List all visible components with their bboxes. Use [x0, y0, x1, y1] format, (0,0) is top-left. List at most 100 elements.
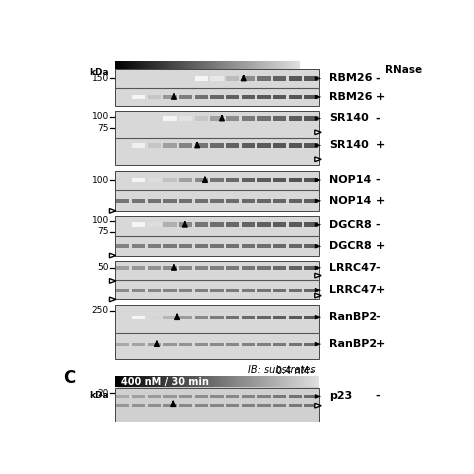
Bar [257, 178, 271, 182]
Bar [153, 376, 154, 387]
Bar [164, 266, 176, 270]
Bar [148, 178, 161, 182]
Bar [204, 376, 205, 387]
Bar [246, 376, 247, 387]
Bar [148, 199, 161, 203]
Bar [179, 266, 192, 270]
Bar [124, 61, 126, 69]
Bar [278, 61, 280, 69]
Bar [285, 376, 287, 387]
Bar [257, 95, 271, 99]
Bar [242, 143, 255, 148]
Bar [210, 316, 224, 319]
Bar [310, 376, 311, 387]
Bar [179, 289, 192, 292]
Text: SR140: SR140 [329, 140, 369, 150]
Bar [188, 61, 189, 69]
Bar [215, 61, 216, 69]
Bar [260, 61, 261, 69]
Text: RanBP2: RanBP2 [329, 312, 377, 322]
Bar [241, 376, 243, 387]
Bar [164, 316, 176, 319]
Bar [257, 266, 271, 270]
Bar [269, 61, 270, 69]
Bar [288, 61, 289, 69]
Bar [230, 376, 232, 387]
Bar [136, 61, 137, 69]
Bar [273, 95, 286, 99]
Bar [119, 376, 120, 387]
Text: RBM26: RBM26 [329, 92, 373, 102]
Bar [253, 61, 254, 69]
Bar [289, 245, 302, 248]
Bar [226, 343, 239, 346]
Bar [205, 61, 207, 69]
Text: -: - [310, 365, 314, 376]
Bar [273, 376, 274, 387]
Bar [223, 376, 225, 387]
Bar [197, 376, 198, 387]
Bar [179, 316, 192, 319]
Bar [304, 76, 318, 81]
Polygon shape [109, 253, 116, 258]
Bar [289, 61, 290, 69]
Polygon shape [315, 342, 321, 346]
Bar [246, 61, 247, 69]
Bar [115, 111, 319, 164]
Bar [208, 61, 210, 69]
Bar [210, 178, 224, 182]
Bar [264, 376, 265, 387]
Polygon shape [109, 209, 116, 213]
Bar [250, 61, 251, 69]
Bar [226, 289, 239, 292]
Bar [146, 376, 147, 387]
Bar [137, 376, 139, 387]
Bar [148, 245, 161, 248]
Bar [292, 376, 294, 387]
Bar [116, 61, 117, 69]
Bar [176, 376, 178, 387]
Bar [145, 61, 146, 69]
Bar [182, 376, 184, 387]
Bar [195, 199, 208, 203]
Bar [115, 376, 117, 387]
Bar [212, 61, 213, 69]
Polygon shape [109, 279, 116, 283]
Bar [116, 266, 129, 270]
Bar [117, 61, 118, 69]
Bar [148, 95, 161, 99]
Bar [132, 404, 145, 407]
Bar [132, 266, 145, 270]
Bar [287, 376, 289, 387]
Bar [211, 61, 212, 69]
Bar [157, 61, 159, 69]
Bar [300, 376, 301, 387]
Bar [153, 61, 154, 69]
Bar [139, 61, 140, 69]
Bar [231, 376, 233, 387]
Bar [164, 289, 176, 292]
Bar [195, 143, 208, 148]
Bar [220, 61, 221, 69]
Bar [164, 343, 176, 346]
Bar [119, 61, 120, 69]
Bar [226, 143, 239, 148]
Polygon shape [315, 76, 321, 81]
Bar [233, 376, 235, 387]
Bar [309, 376, 310, 387]
Bar [255, 376, 256, 387]
Bar [200, 61, 201, 69]
Bar [185, 61, 186, 69]
Bar [115, 111, 319, 164]
Bar [125, 61, 127, 69]
Bar [173, 376, 174, 387]
Bar [275, 376, 276, 387]
Bar [304, 343, 318, 346]
Bar [117, 376, 118, 387]
Bar [116, 289, 129, 292]
Bar [132, 394, 145, 398]
Bar [146, 61, 147, 69]
Bar [138, 376, 140, 387]
Bar [271, 61, 272, 69]
Bar [257, 245, 271, 248]
